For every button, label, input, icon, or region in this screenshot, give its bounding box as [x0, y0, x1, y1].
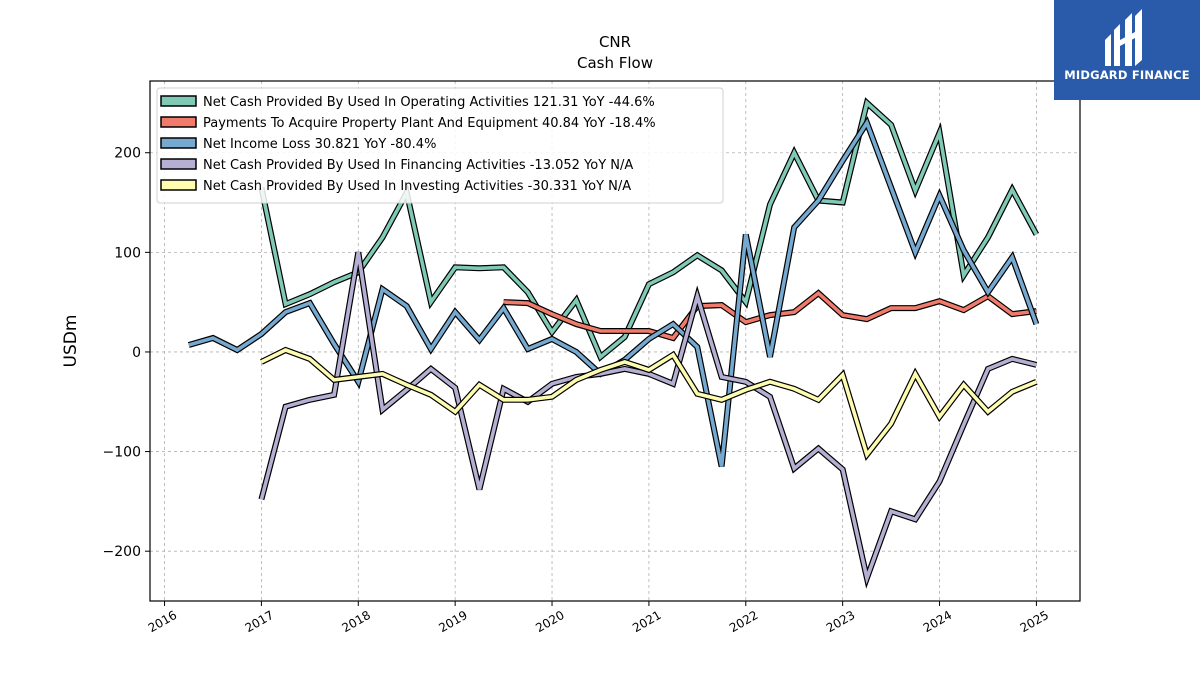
x-tick-label: 2022 [727, 608, 760, 635]
legend-entry: Net Cash Provided By Used In Investing A… [203, 179, 631, 194]
legend-entry: Payments To Acquire Property Plant And E… [203, 116, 656, 131]
y-tick-label: 200 [114, 146, 141, 162]
y-tick-label: −200 [103, 544, 141, 560]
logo-text: MIDGARD FINANCE [1064, 68, 1190, 82]
x-tick-label: 2025 [1018, 608, 1051, 635]
x-tick-label: 2023 [824, 608, 857, 635]
x-tick-label: 2021 [630, 608, 663, 635]
x-tick-label: 2019 [436, 608, 469, 635]
legend-entry: Net Cash Provided By Used In Operating A… [203, 95, 655, 110]
series-line-5 [260, 348, 1038, 459]
y-tick-label: 0 [132, 345, 141, 361]
legend-swatch [160, 116, 197, 128]
series-lines [187, 97, 1040, 589]
chart-title: CNR [599, 33, 631, 51]
legend-entry: Net Cash Provided By Used In Financing A… [203, 158, 633, 173]
chart-subtitle: Cash Flow [577, 54, 653, 72]
x-tick-label: 2017 [243, 608, 276, 635]
legend-swatch [160, 137, 197, 149]
legend-box [156, 87, 724, 204]
y-tick-label: 100 [114, 245, 141, 261]
x-tick-label: 2020 [533, 608, 566, 635]
legend-swatch [160, 158, 197, 170]
legend-swatch [160, 179, 197, 191]
legend-swatch [160, 95, 197, 107]
series-line-4 [259, 251, 1037, 585]
series-line-2 [503, 290, 1037, 341]
midgard-finance-logo: MIDGARD FINANCE [1054, 0, 1200, 100]
plot-frame [149, 80, 1081, 602]
x-tick-label: 2024 [921, 608, 954, 635]
logo-mark-icon [1105, 9, 1142, 66]
y-tick-label: −100 [103, 445, 141, 461]
x-tick-label: 2016 [146, 608, 179, 635]
series-line-1 [259, 99, 1038, 360]
legend-entry: Net Income Loss 30.821 YoY -80.4% [203, 137, 436, 152]
y-axis-label: USDm [61, 315, 81, 368]
legend: Net Cash Provided By Used In Operating A… [156, 87, 724, 204]
x-tick-label: 2018 [340, 608, 373, 635]
